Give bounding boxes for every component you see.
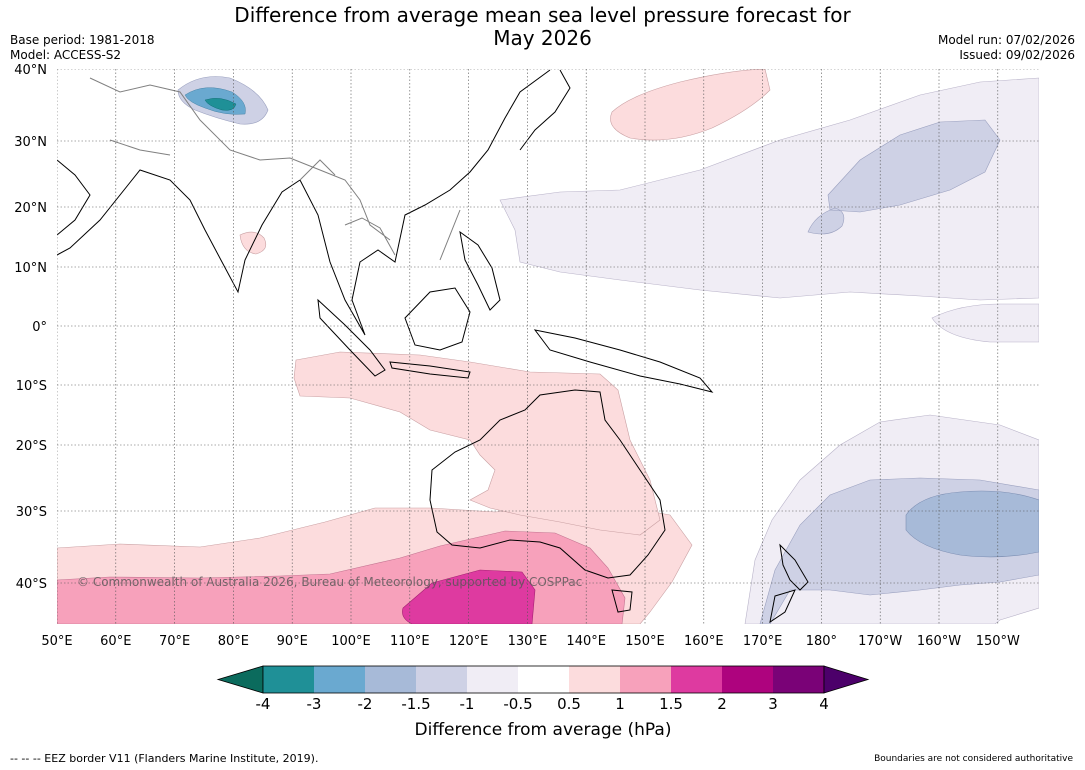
x-tick-label: 170°W (858, 634, 902, 649)
colorbar-tick-label: -4 (256, 695, 271, 713)
coastline-philippines (459, 230, 501, 311)
colorbar-arrow-right (823, 665, 870, 694)
watermark: © Commonwealth of Australia 2026, Bureau… (77, 575, 582, 589)
positive-anomaly-north-pacific (610, 69, 771, 141)
colorbar-segment (467, 666, 518, 693)
colorbar-segment (773, 666, 824, 693)
disclaimer: Boundaries are not considered authoritat… (874, 754, 1073, 764)
borders-asia (89, 77, 461, 261)
coastline-arabia-india (57, 169, 301, 294)
x-tick-label: 100°E (331, 634, 371, 649)
coastline-sumatra (317, 298, 386, 377)
x-tick-label: 170°E (743, 634, 783, 649)
coastline-java (389, 361, 471, 379)
colorbar-tick-label: 0.5 (557, 695, 581, 713)
colorbar-tick-label: -3 (307, 695, 322, 713)
colorbar-tick-label: -0.5 (503, 695, 532, 713)
colorbar-segment (263, 666, 314, 693)
x-tick-label: 120°E (449, 634, 489, 649)
negative-anomaly-himalaya-core (204, 97, 237, 111)
x-tick-label: 150°E (625, 634, 665, 649)
eez-note: -- -- -- EEZ border V11 (Flanders Marine… (10, 752, 319, 765)
coastline-borneo (404, 287, 471, 351)
title-line-1: Difference from average mean sea level p… (234, 3, 851, 27)
x-tick-label: 150°W (976, 634, 1020, 649)
model-run: Model run: 07/02/2026 (937, 33, 1075, 47)
y-tick-label: 40°N (14, 63, 47, 78)
x-tick-label: 70°E (159, 634, 190, 649)
chart-title: Difference from average mean sea level p… (0, 4, 1085, 50)
colorbar-segment (416, 666, 467, 693)
colorbar-label: Difference from average (hPa) (415, 720, 672, 740)
negative-anomaly-north-pacific (499, 77, 1039, 301)
meta-left: Base period: 1981-2018 Model: ACCESS-S2 (10, 33, 155, 63)
colorbar-segment (722, 666, 773, 693)
colorbar-tick-label: 2 (717, 695, 727, 713)
x-tick-label: 180° (806, 634, 837, 649)
x-tick-label: 130°E (508, 634, 548, 649)
coastline-africa (57, 159, 91, 236)
colorbar-segment (569, 666, 620, 693)
coastline-new-guinea (533, 329, 714, 393)
colorbar-segment (620, 666, 671, 693)
colorbar-segment (365, 666, 416, 693)
colorbar-tick-label: 4 (819, 695, 829, 713)
x-tick-label: 160°E (684, 634, 724, 649)
coastline-tasmania (611, 589, 633, 613)
y-tick-label: 30°N (14, 135, 47, 150)
y-tick-label: 0° (32, 320, 47, 335)
x-tick-label: 140°E (566, 634, 606, 649)
negative-anomaly-equatorial-pacific (931, 303, 1039, 343)
colorbar-tick-label: 1 (615, 695, 625, 713)
meta-right: Model run: 07/02/2026 Issued: 09/02/2026 (938, 33, 1075, 63)
model-name: Model: ACCESS-S2 (10, 48, 122, 62)
colorbar-tick-label: 1.5 (659, 695, 683, 713)
colorbar-segment (518, 666, 569, 693)
x-tick-label: 110°E (390, 634, 430, 649)
title-line-2: May 2026 (493, 26, 592, 50)
y-tick-label: 10°S (16, 379, 47, 394)
coastline-australia (429, 389, 666, 579)
coastline-southeast-asia (299, 69, 551, 336)
colorbar-segment (314, 666, 365, 693)
y-tick-label: 10°N (14, 261, 47, 276)
y-tick-label: 40°S (16, 577, 47, 592)
colorbar-segment (671, 666, 722, 693)
colorbar (216, 665, 870, 694)
colorbar-tick-label: -1.5 (401, 695, 430, 713)
x-tick-label: 160°W (917, 634, 961, 649)
x-tick-label: 80°E (218, 634, 249, 649)
positive-anomaly-australia (293, 351, 661, 536)
y-tick-label: 20°N (14, 201, 47, 216)
negative-anomaly-north-pacific-core (807, 119, 1001, 235)
positive-anomaly-southern-ocean-core (402, 569, 536, 624)
colorbar-tick-label: -2 (358, 695, 373, 713)
x-tick-label: 60°E (100, 634, 131, 649)
base-period: Base period: 1981-2018 (10, 33, 155, 47)
y-tick-label: 30°S (16, 505, 47, 520)
coastline-new-zealand (769, 543, 809, 624)
x-tick-label: 90°E (277, 634, 308, 649)
issued-date: Issued: 09/02/2026 (959, 48, 1075, 62)
colorbar-tick-label: 3 (768, 695, 778, 713)
colorbar-tick-label: -1 (460, 695, 475, 713)
colorbar-arrow-left (216, 665, 264, 694)
coastline-japan (519, 69, 571, 151)
y-tick-label: 20°S (16, 439, 47, 454)
x-tick-label: 50°E (41, 634, 72, 649)
